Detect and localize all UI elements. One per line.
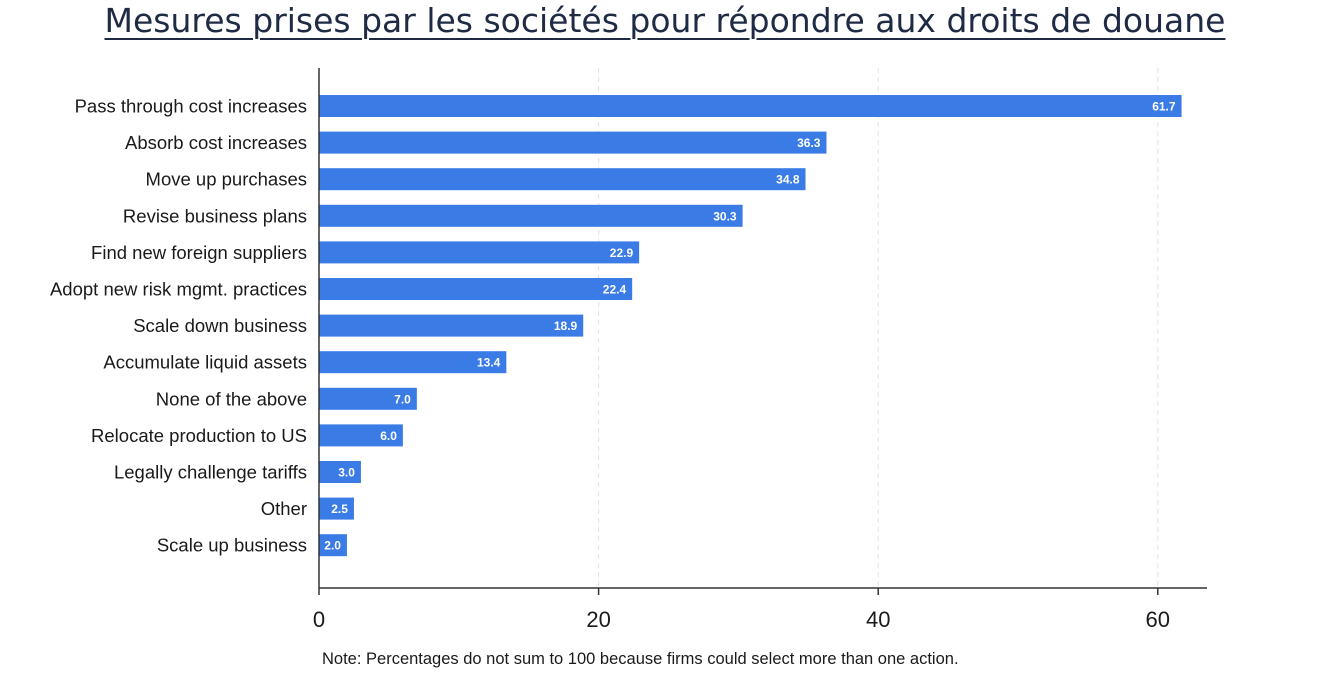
data-label: 36.3 xyxy=(797,136,821,150)
data-label: 22.9 xyxy=(610,246,634,260)
chart-note: Note: Percentages do not sum to 100 beca… xyxy=(322,650,959,668)
bar xyxy=(319,168,806,191)
category-label: Absorb cost increases xyxy=(125,132,307,153)
page-title: Mesures prises par les sociétés pour rép… xyxy=(0,0,1330,42)
labels: Pass through cost increases 61.7 Absorb co… xyxy=(50,96,1176,633)
bar xyxy=(319,204,743,227)
data-label: 18.9 xyxy=(554,319,578,333)
category-label: Adopt new risk mgmt. practices xyxy=(50,279,307,300)
bar xyxy=(319,95,1182,117)
category-label: Move up purchases xyxy=(146,169,307,190)
data-label: 13.4 xyxy=(477,356,501,370)
category-label: Legally challenge tariffs xyxy=(114,462,307,483)
bar xyxy=(319,131,827,154)
bar xyxy=(319,461,361,483)
x-tick-label: 0 xyxy=(313,607,325,632)
category-label: Scale up business xyxy=(157,535,307,556)
axes xyxy=(318,68,1207,595)
bar xyxy=(319,497,354,520)
x-tick-label: 60 xyxy=(1146,607,1170,632)
category-label: None of the above xyxy=(156,388,307,409)
bar xyxy=(319,387,417,410)
category-label: Other xyxy=(261,498,307,519)
category-label: Revise business plans xyxy=(123,205,307,226)
category-label: Relocate production to US xyxy=(91,425,307,446)
data-label: 2.0 xyxy=(324,539,341,553)
bar xyxy=(319,351,507,374)
bar xyxy=(319,424,403,447)
data-label: 30.3 xyxy=(713,209,737,223)
data-label: 7.0 xyxy=(394,392,411,406)
data-label: 34.8 xyxy=(776,173,800,187)
category-label: Pass through cost increases xyxy=(75,96,307,117)
data-label: 22.4 xyxy=(603,283,627,297)
page-title-text: Mesures prises par les sociétés pour rép… xyxy=(104,1,1226,40)
data-label: 3.0 xyxy=(338,466,355,480)
data-label: 2.5 xyxy=(331,502,348,516)
grid-lines xyxy=(598,68,1159,588)
category-label: Find new foreign suppliers xyxy=(91,242,307,263)
x-tick-label: 20 xyxy=(586,607,610,632)
category-label: Scale down business xyxy=(133,315,307,336)
bar xyxy=(319,534,347,557)
bar xyxy=(319,314,584,337)
data-label: 6.0 xyxy=(380,429,397,443)
bars xyxy=(319,95,1182,557)
category-label: Accumulate liquid assets xyxy=(103,352,307,373)
bar xyxy=(319,278,633,300)
bar xyxy=(319,241,640,264)
x-tick-label: 40 xyxy=(866,607,890,632)
data-label: 61.7 xyxy=(1152,100,1176,114)
